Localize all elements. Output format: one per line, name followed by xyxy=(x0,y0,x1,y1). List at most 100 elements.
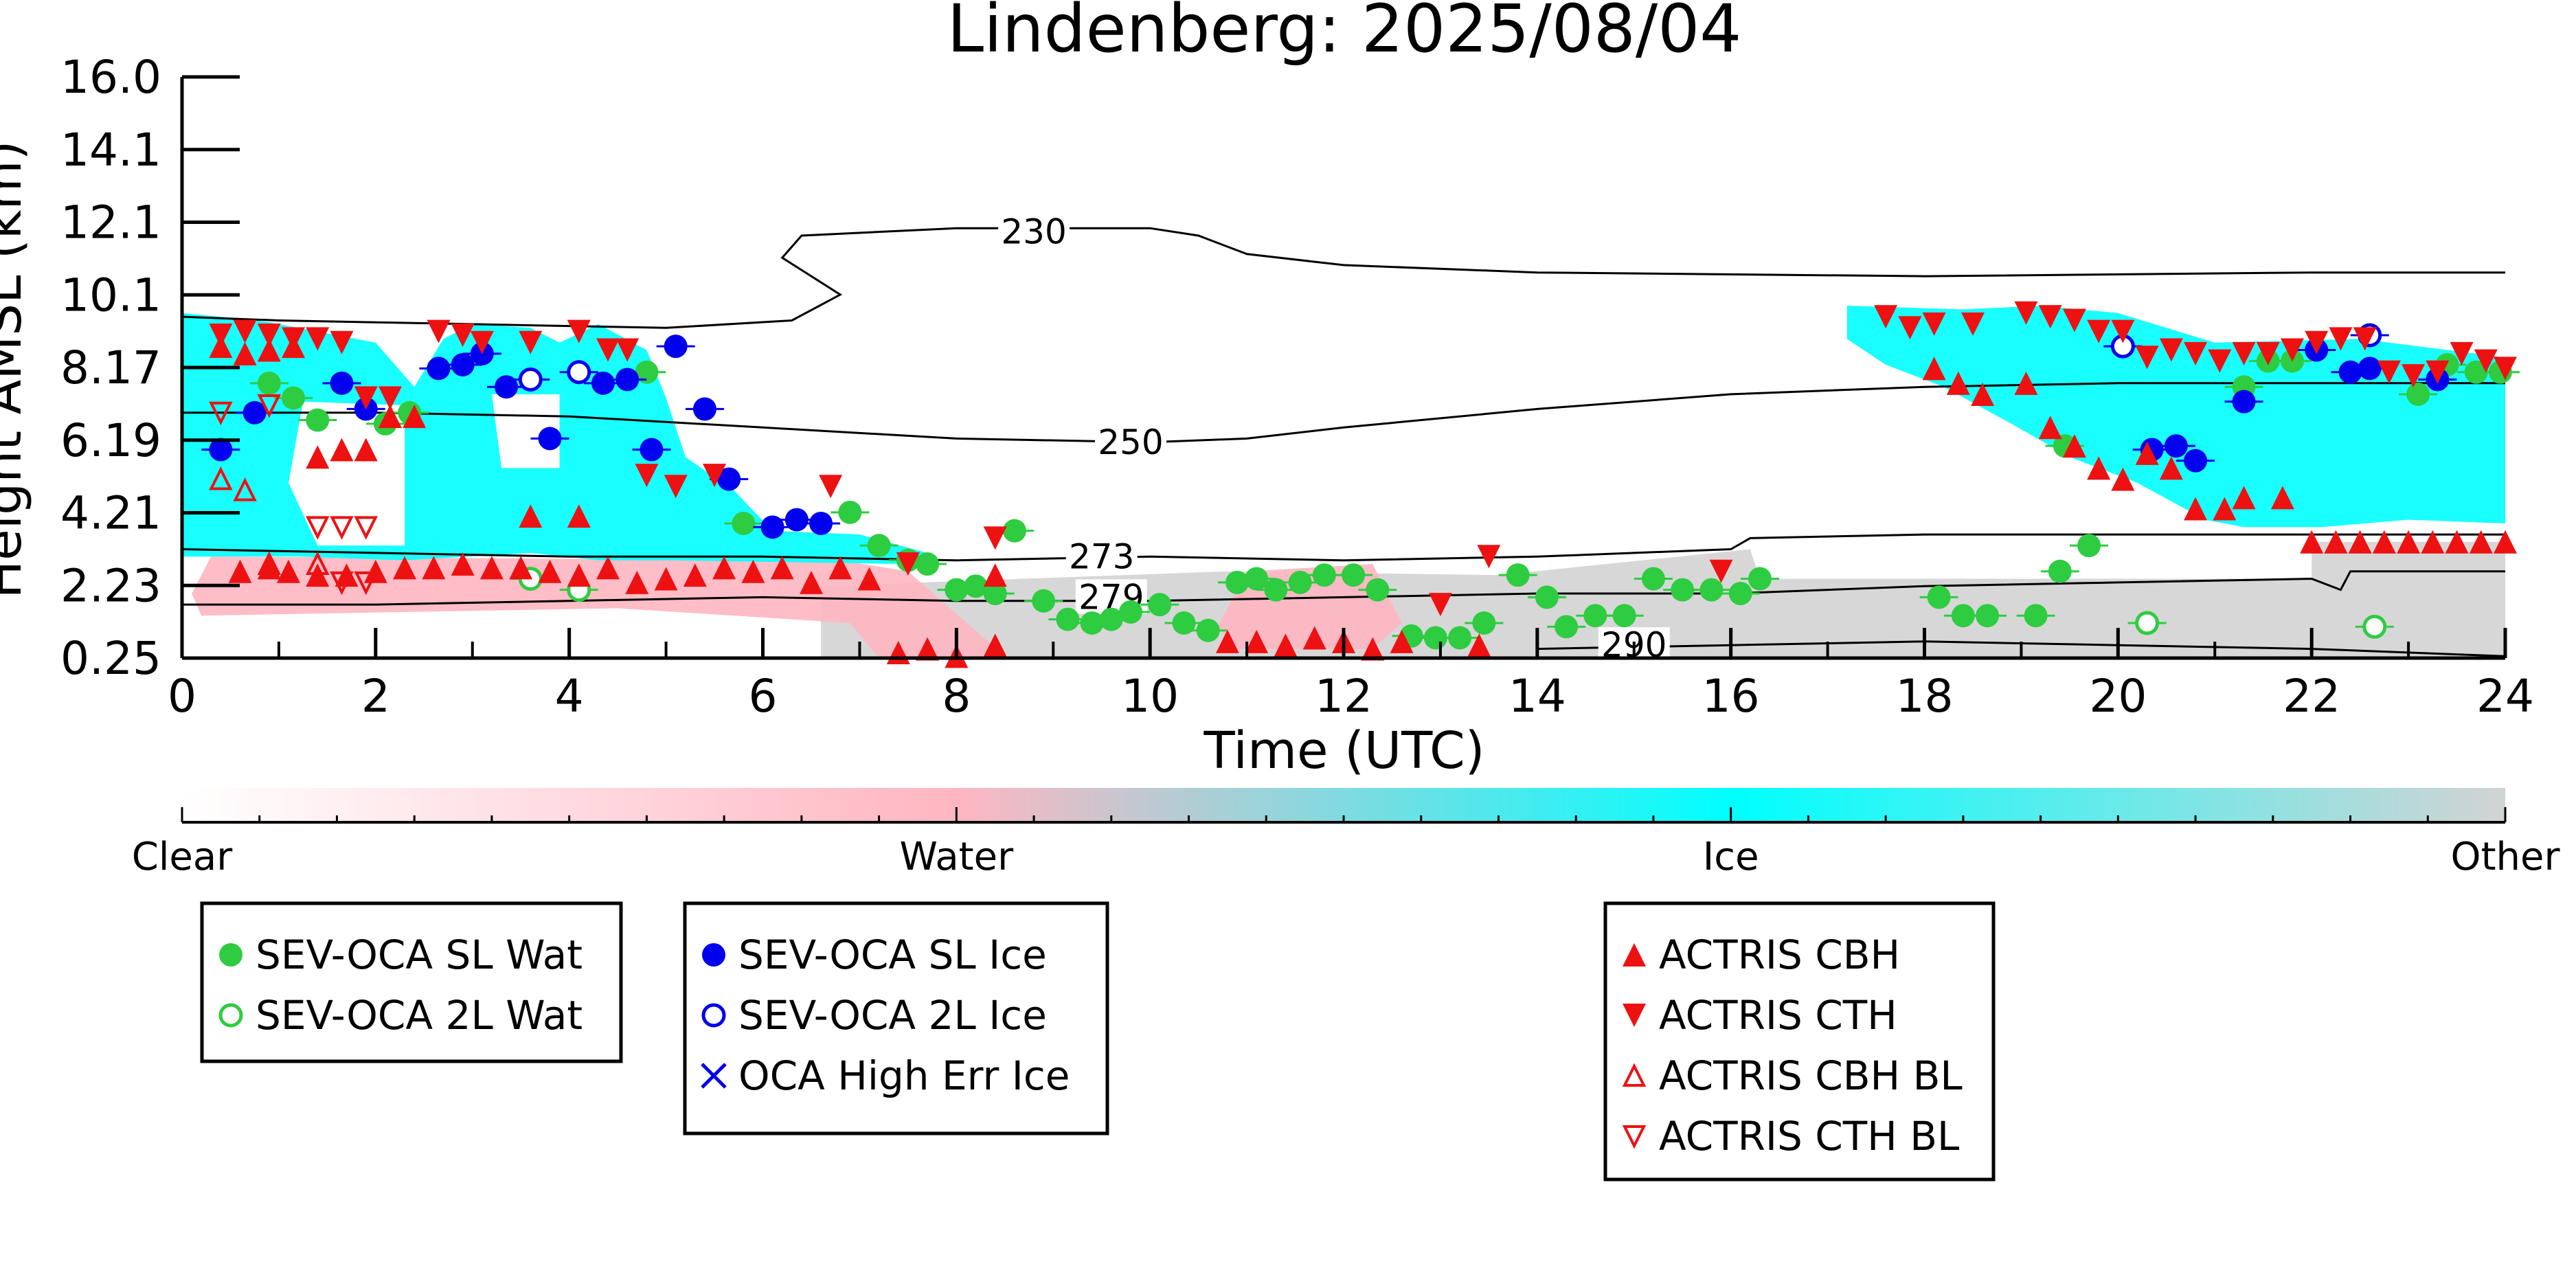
data-point xyxy=(635,464,659,488)
data-point xyxy=(427,357,451,381)
y-axis-label: Height AMSL (km) xyxy=(0,140,33,598)
legend-label: SEV-OCA SL Wat xyxy=(256,931,583,978)
data-point xyxy=(2338,360,2362,384)
data-point xyxy=(2111,319,2135,343)
data-point xyxy=(1946,371,1970,395)
data-point xyxy=(1080,611,1104,635)
data-point xyxy=(378,405,402,429)
data-point xyxy=(2184,449,2208,473)
series-actris-cbh-bl xyxy=(209,466,330,576)
data-point xyxy=(209,466,233,490)
data-point xyxy=(964,574,988,598)
data-markers xyxy=(201,301,2520,668)
data-point xyxy=(809,511,833,535)
data-point xyxy=(1477,545,1501,569)
data-point xyxy=(330,516,354,540)
data-point xyxy=(1390,629,1414,653)
data-point xyxy=(354,386,378,410)
data-point xyxy=(2164,434,2188,458)
data-point xyxy=(282,327,306,351)
data-point xyxy=(2464,360,2488,384)
data-point xyxy=(2494,530,2517,554)
data-point xyxy=(1506,563,1530,587)
data-point xyxy=(209,324,233,347)
data-point xyxy=(330,371,354,395)
data-point xyxy=(1118,600,1142,624)
data-point xyxy=(2135,346,2159,370)
legend-label: SEV-OCA SL Ice xyxy=(738,931,1047,978)
colorbar: Clear Water Ice Other xyxy=(132,788,2560,879)
chart-title: Lindenberg: 2025/08/04 xyxy=(947,0,1742,67)
legend-box-1: SEV-OCA SL Wat SEV-OCA 2L Wat xyxy=(200,901,623,1063)
data-point xyxy=(403,405,427,429)
data-point xyxy=(819,475,843,499)
data-point xyxy=(2324,530,2348,554)
data-point xyxy=(1274,633,1298,657)
data-point xyxy=(1172,611,1196,635)
data-point xyxy=(2014,371,2038,395)
data-point xyxy=(519,504,543,528)
data-point xyxy=(1671,578,1695,602)
data-point xyxy=(916,552,940,576)
data-point xyxy=(1312,563,1336,587)
data-point xyxy=(567,360,591,385)
clear-gap xyxy=(289,401,405,546)
data-point xyxy=(2062,434,2086,458)
data-point xyxy=(983,582,1007,605)
data-point xyxy=(2270,486,2294,510)
y-tick-label: 6.19 xyxy=(60,414,161,467)
data-point xyxy=(1641,567,1665,591)
data-point xyxy=(538,427,562,451)
data-point xyxy=(306,408,330,432)
data-point xyxy=(1728,582,1752,605)
data-point xyxy=(2305,330,2329,354)
data-point xyxy=(1472,611,1496,635)
data-point xyxy=(2353,327,2377,351)
data-point xyxy=(732,511,756,535)
data-point xyxy=(257,324,281,347)
data-point xyxy=(567,504,591,528)
legend-marker xyxy=(1623,1004,1646,1027)
x-tick-label: 18 xyxy=(1896,670,1954,723)
legend-label: SEV-OCA 2L Ice xyxy=(738,992,1047,1039)
data-point xyxy=(2159,456,2183,480)
data-point xyxy=(1361,637,1385,661)
data-point xyxy=(495,375,519,399)
data-point xyxy=(1976,604,2000,628)
data-point xyxy=(282,386,306,410)
data-point xyxy=(2087,456,2111,480)
data-point xyxy=(596,338,620,362)
data-point xyxy=(945,578,969,602)
series-sev-oca-sl-wat xyxy=(249,349,2520,650)
data-point xyxy=(640,438,664,462)
data-point xyxy=(306,445,330,469)
x-tick-label: 8 xyxy=(942,670,971,723)
clear-gap xyxy=(491,394,560,468)
y-tick-label: 14.1 xyxy=(60,124,161,177)
data-point xyxy=(422,556,446,580)
y-tick-label: 0.25 xyxy=(60,632,161,685)
data-point xyxy=(2426,360,2450,384)
data-point xyxy=(1555,615,1579,639)
data-point xyxy=(1699,578,1724,602)
contour-label-bg xyxy=(1065,539,1138,574)
data-point xyxy=(2232,389,2256,414)
data-point xyxy=(1225,570,1249,594)
x-tick-label: 16 xyxy=(1702,670,1760,723)
data-point xyxy=(2024,604,2048,628)
data-point xyxy=(2213,497,2237,521)
data-point xyxy=(538,559,562,583)
data-point xyxy=(2358,357,2382,381)
data-point xyxy=(2135,611,2160,635)
data-point xyxy=(703,464,727,488)
contour-line xyxy=(181,227,2505,329)
data-point xyxy=(741,559,765,583)
data-point xyxy=(2300,530,2324,554)
data-point xyxy=(770,556,794,580)
data-point xyxy=(2397,530,2421,554)
x-tick-label: 12 xyxy=(1315,670,1372,723)
data-point xyxy=(2421,530,2445,554)
legend-label: SEV-OCA 2L Wat xyxy=(256,992,583,1039)
data-point xyxy=(591,371,615,395)
plot-area xyxy=(182,306,2505,658)
